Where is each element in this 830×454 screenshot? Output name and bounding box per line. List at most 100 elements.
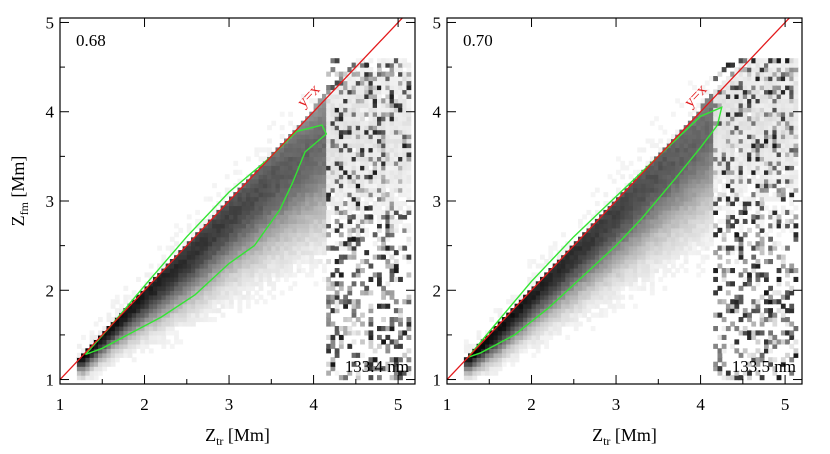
histogram-cell <box>364 205 370 211</box>
histogram-cell <box>364 125 370 131</box>
histogram-cell <box>671 192 676 198</box>
histogram-cell <box>768 134 773 140</box>
histogram-cell <box>666 218 672 224</box>
histogram-cell <box>489 361 495 367</box>
histogram-cell <box>182 268 188 274</box>
histogram-cell <box>468 366 473 372</box>
histogram-cell <box>381 129 386 135</box>
histogram-cell <box>368 58 374 64</box>
histogram-cell <box>144 299 150 305</box>
histogram-cell <box>544 312 549 318</box>
histogram-cell <box>692 120 697 126</box>
histogram-cell <box>347 290 353 296</box>
histogram-cell <box>683 232 689 238</box>
histogram-cell <box>237 308 243 314</box>
histogram-cell <box>292 245 298 251</box>
histogram-cell <box>590 272 596 278</box>
histogram-cell <box>343 187 348 193</box>
histogram-cell <box>666 250 672 256</box>
histogram-cell <box>377 276 382 282</box>
histogram-cell <box>76 370 82 376</box>
histogram-cell <box>747 80 752 86</box>
histogram-cell <box>334 330 340 336</box>
histogram-cell <box>696 156 702 162</box>
histogram-cell <box>334 71 340 77</box>
histogram-cell <box>742 58 748 64</box>
histogram-cell <box>759 357 765 363</box>
histogram-cell <box>258 223 264 229</box>
histogram-cell <box>586 303 592 309</box>
histogram-cell <box>700 245 706 251</box>
histogram-cell <box>393 129 399 135</box>
histogram-cell <box>338 165 344 171</box>
histogram-cell <box>573 290 579 296</box>
histogram-cell <box>385 116 391 122</box>
histogram-cell <box>271 259 277 265</box>
x-tick-label: 1 <box>443 395 452 414</box>
histogram-cell <box>355 223 361 229</box>
histogram-cell <box>751 330 757 336</box>
histogram-cell <box>241 236 247 242</box>
histogram-cell <box>641 232 647 238</box>
histogram-cell <box>292 272 298 278</box>
histogram-cell <box>296 151 302 157</box>
histogram-cell <box>641 218 647 224</box>
histogram-cell <box>738 138 744 144</box>
histogram-cell <box>288 196 293 202</box>
histogram-cell <box>351 93 357 99</box>
histogram-cell <box>759 218 765 224</box>
histogram-cell <box>119 348 124 354</box>
histogram-cell <box>258 174 264 180</box>
histogram-cell <box>755 183 761 189</box>
histogram-cell <box>326 196 331 202</box>
histogram-cell <box>288 259 293 265</box>
histogram-cell <box>476 330 482 336</box>
histogram-cells <box>463 58 799 381</box>
histogram-cell <box>649 205 655 211</box>
histogram-cell <box>300 254 306 260</box>
histogram-cell <box>603 227 609 233</box>
histogram-cell <box>178 276 184 282</box>
histogram-cell <box>140 303 146 309</box>
histogram-cell <box>326 120 331 126</box>
histogram-cell <box>687 232 693 238</box>
histogram-cell <box>637 201 642 207</box>
histogram-cell <box>531 290 537 296</box>
histogram-cell <box>751 89 757 95</box>
histogram-cell <box>389 134 395 140</box>
histogram-cell <box>402 330 408 336</box>
histogram-cell <box>241 268 247 274</box>
histogram-cell <box>548 312 554 318</box>
histogram-cell <box>389 263 395 269</box>
histogram-cell <box>157 326 162 332</box>
correlation-label: 0.70 <box>463 31 493 50</box>
histogram-cell <box>317 165 323 171</box>
histogram-cell <box>649 285 655 291</box>
histogram-cell <box>616 299 621 305</box>
histogram-cell <box>279 205 285 211</box>
histogram-cell <box>759 250 765 256</box>
histogram-cell <box>254 227 260 233</box>
histogram-cell <box>220 276 226 282</box>
histogram-cell <box>633 263 638 269</box>
histogram-cell <box>338 201 344 207</box>
histogram-cell <box>594 294 600 300</box>
histogram-cell <box>734 125 740 131</box>
histogram-cell <box>326 343 331 349</box>
histogram-cell <box>679 192 685 198</box>
histogram-cell <box>578 254 583 260</box>
histogram-cell <box>780 254 786 260</box>
histogram-cell <box>514 308 520 314</box>
histogram-cell <box>671 156 676 162</box>
histogram-cell <box>309 214 315 220</box>
histogram-cell <box>717 71 723 77</box>
histogram-cell <box>123 317 129 323</box>
histogram-cell <box>326 348 331 354</box>
histogram-cell <box>186 254 192 260</box>
histogram-cell <box>755 330 761 336</box>
histogram-cell <box>300 151 306 157</box>
histogram-cell <box>637 245 642 251</box>
histogram-cell <box>544 308 549 314</box>
histogram-cell <box>662 236 668 242</box>
histogram-cell <box>780 58 786 64</box>
